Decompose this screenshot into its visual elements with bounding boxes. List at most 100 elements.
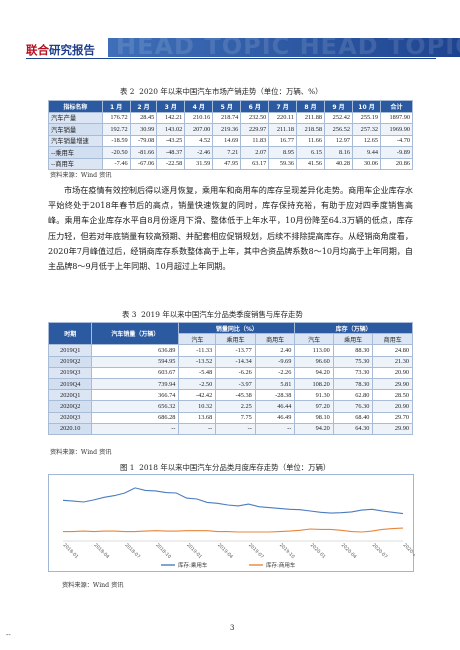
table3-cell: 24.80 bbox=[372, 344, 413, 357]
table3-sub-header: 乘用车 bbox=[215, 333, 256, 346]
table-row: 2019Q4 739.94 -2.50 -3.97 5.81 108.20 78.30 29.… bbox=[47, 377, 413, 391]
table3-cell: -14.34 bbox=[215, 355, 256, 368]
table3-cell: 76.30 bbox=[332, 400, 374, 413]
table-row: 2019Q3 603.67 -5.48 -6.26 -2.26 94.20 73.30 20.… bbox=[47, 366, 413, 379]
table2-cell: 1897.90 bbox=[380, 111, 413, 124]
table2-cell: 31.59 bbox=[184, 157, 214, 170]
table3-cell: 29.70 bbox=[372, 411, 413, 424]
table3-cell: 603.67 bbox=[91, 366, 180, 379]
table-row: 2019Q1 636.89 -11.33 -13.77 2.40 113.00 88.30 2… bbox=[47, 344, 413, 357]
table2-cell: 7.21 bbox=[212, 146, 242, 159]
table2-row-label: --商用车 bbox=[48, 157, 103, 170]
table3-row-label: 2019Q1 bbox=[47, 344, 93, 357]
table2-header-cell: 8 月 bbox=[296, 100, 325, 113]
table2-cell: 14.69 bbox=[212, 134, 242, 147]
table2-cell: 211.18 bbox=[268, 123, 297, 136]
table3-cell: 739.94 bbox=[91, 377, 180, 391]
table3-cell: 10.32 bbox=[178, 400, 217, 413]
table3-cell: 636.89 bbox=[91, 344, 180, 357]
table3-cell: 13.68 bbox=[178, 411, 217, 424]
table2-row-label: 汽车产量 bbox=[48, 111, 103, 124]
table3-cell: -2.50 bbox=[178, 377, 217, 391]
table2-cell: -22.58 bbox=[156, 157, 186, 170]
x-tick-label: 2020-04 bbox=[340, 542, 358, 560]
table2-cell: -7.46 bbox=[101, 157, 131, 170]
table3-cell: 5.81 bbox=[254, 377, 296, 391]
report-header: 联合研究报告 HEAD TOPIC HEAD TOPIC bbox=[0, 0, 460, 60]
table3-cell: 75.30 bbox=[332, 355, 374, 368]
table2-cell: 16.77 bbox=[268, 134, 297, 147]
table3-row-label: 2020Q1 bbox=[47, 389, 93, 402]
table2-header-cell: 合计 bbox=[380, 100, 413, 113]
table3-cell: 21.30 bbox=[372, 355, 413, 368]
table2-cell: 8.16 bbox=[324, 146, 353, 159]
table2-cell: -2.46 bbox=[184, 146, 214, 159]
table2-caption: 表 2 2020 年以来中国汽车市场产销走势（单位：万辆、%） bbox=[120, 86, 323, 97]
table3-cell: 88.30 bbox=[332, 344, 374, 357]
table2-cell: -67.06 bbox=[129, 157, 158, 170]
table2-cell: 1969.90 bbox=[380, 123, 413, 136]
table-row: 2020.10 -- -- -- -- 94.20 64.30 29.90 bbox=[47, 422, 413, 435]
table3-cell: 97.20 bbox=[294, 400, 334, 413]
table2-header-cell: 3 月 bbox=[156, 100, 186, 113]
table2-cell: 220.11 bbox=[268, 111, 297, 124]
table2-cell: 219.36 bbox=[212, 123, 242, 136]
table3-cell: -- bbox=[254, 422, 296, 435]
table3-group-header: 时期 bbox=[47, 321, 93, 346]
table3-cell: -13.77 bbox=[215, 344, 256, 357]
table2-row-label: 汽车销量 bbox=[48, 123, 103, 136]
figure1-source: 资料来源：Wind 资讯 bbox=[62, 582, 124, 589]
table3-row-label: 2019Q2 bbox=[47, 355, 93, 368]
x-tick-label: 2018-04 bbox=[92, 542, 110, 560]
table3-row-label: 2020.10 bbox=[47, 422, 93, 435]
table3-row-label: 2020Q2 bbox=[47, 400, 93, 413]
table2-header-cell: 2 月 bbox=[129, 100, 158, 113]
table2-cell: 218.58 bbox=[296, 123, 325, 136]
table3-cell: 94.20 bbox=[294, 422, 334, 435]
table3-row-label: 2019Q3 bbox=[47, 366, 93, 379]
x-tick-label: 2018-10 bbox=[154, 542, 172, 560]
table2-cell: 47.95 bbox=[212, 157, 242, 170]
series-line-1 bbox=[63, 527, 404, 533]
table2-cell: 257.32 bbox=[352, 123, 381, 136]
table2-cell: 41.56 bbox=[296, 157, 325, 170]
x-tick-label: 2019-10 bbox=[278, 542, 296, 560]
table2-header-cell: 9 月 bbox=[324, 100, 353, 113]
table3-cell: 29.90 bbox=[372, 377, 413, 391]
table3-cell: 46.44 bbox=[254, 400, 296, 413]
table3-group-header: 库存（万辆） bbox=[294, 321, 413, 335]
table2-header-cell: 10 月 bbox=[352, 100, 381, 113]
table3-caption: 表 3 2019 年以来中国汽车分品类季度销售与库存走势 bbox=[122, 309, 303, 320]
table-row: 2019Q2 594.95 -13.52 -14.34 -9.69 96.60 75.30 2… bbox=[47, 355, 413, 368]
table2-cell: 12.65 bbox=[352, 134, 381, 147]
figure1-caption-text: 2018 年以来中国汽车分品类月度库存走势（单位：万辆） bbox=[139, 463, 331, 472]
table2-cell: 176.72 bbox=[101, 111, 131, 124]
x-tick-label: 2019-01 bbox=[185, 542, 203, 560]
brand-part2: 研究报告 bbox=[49, 43, 95, 57]
table2-header-cell: 4 月 bbox=[184, 100, 214, 113]
table3-cell: -5.48 bbox=[178, 366, 217, 379]
table3-cell: -45.38 bbox=[215, 389, 256, 402]
table2-caption-num: 表 2 bbox=[120, 87, 135, 96]
table3-cell: 108.20 bbox=[294, 377, 334, 391]
table2-cell: 256.52 bbox=[324, 123, 353, 136]
table2-cell: 28.45 bbox=[129, 111, 158, 124]
table2-cell: -9.89 bbox=[380, 146, 413, 159]
table2-row-label: 汽车销量增速 bbox=[48, 134, 103, 147]
table2-cell: 252.42 bbox=[324, 111, 353, 124]
x-tick-label: 2020-07 bbox=[371, 542, 389, 560]
table3-caption-text: 2019 年以来中国汽车分品类季度销售与库存走势 bbox=[141, 310, 303, 319]
table3-sub-header: 汽车 bbox=[294, 333, 334, 346]
figure1-caption-num: 图 1 bbox=[120, 463, 135, 472]
table-row: --乘用车 -20.50 -81.66 -48.37 -2.46 7.21 2.07 8.95… bbox=[48, 146, 413, 159]
table2-cell: -48.37 bbox=[156, 146, 186, 159]
table3-sub-header: 商用车 bbox=[372, 333, 413, 346]
table3-cell: 594.95 bbox=[91, 355, 180, 368]
table3-cell: -- bbox=[91, 422, 180, 435]
header-band: HEAD TOPIC HEAD TOPIC bbox=[108, 38, 460, 57]
table2-cell: 20.86 bbox=[380, 157, 413, 170]
table3-cell: -42.42 bbox=[178, 389, 217, 402]
legend-label-0: 库存:乘用车 bbox=[178, 561, 208, 569]
page-number: 3 bbox=[230, 624, 235, 632]
